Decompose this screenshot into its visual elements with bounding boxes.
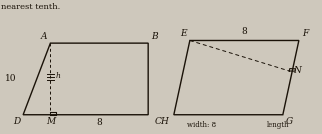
Text: h: h — [56, 72, 61, 80]
Text: length: length — [267, 121, 289, 129]
Text: H: H — [160, 117, 168, 126]
Text: D: D — [13, 117, 20, 126]
Text: E: E — [180, 29, 187, 38]
Text: G: G — [286, 117, 293, 126]
Text: M: M — [46, 117, 55, 126]
Text: 8: 8 — [242, 27, 247, 36]
Text: N: N — [293, 66, 301, 75]
Text: F: F — [302, 29, 308, 38]
Text: 10: 10 — [5, 74, 16, 83]
Text: width: 8: width: 8 — [187, 121, 216, 129]
Text: 8: 8 — [96, 118, 102, 127]
Text: nearest tenth.: nearest tenth. — [1, 3, 60, 11]
Text: A: A — [41, 32, 47, 41]
Text: B: B — [151, 32, 158, 41]
Text: C: C — [154, 117, 161, 126]
